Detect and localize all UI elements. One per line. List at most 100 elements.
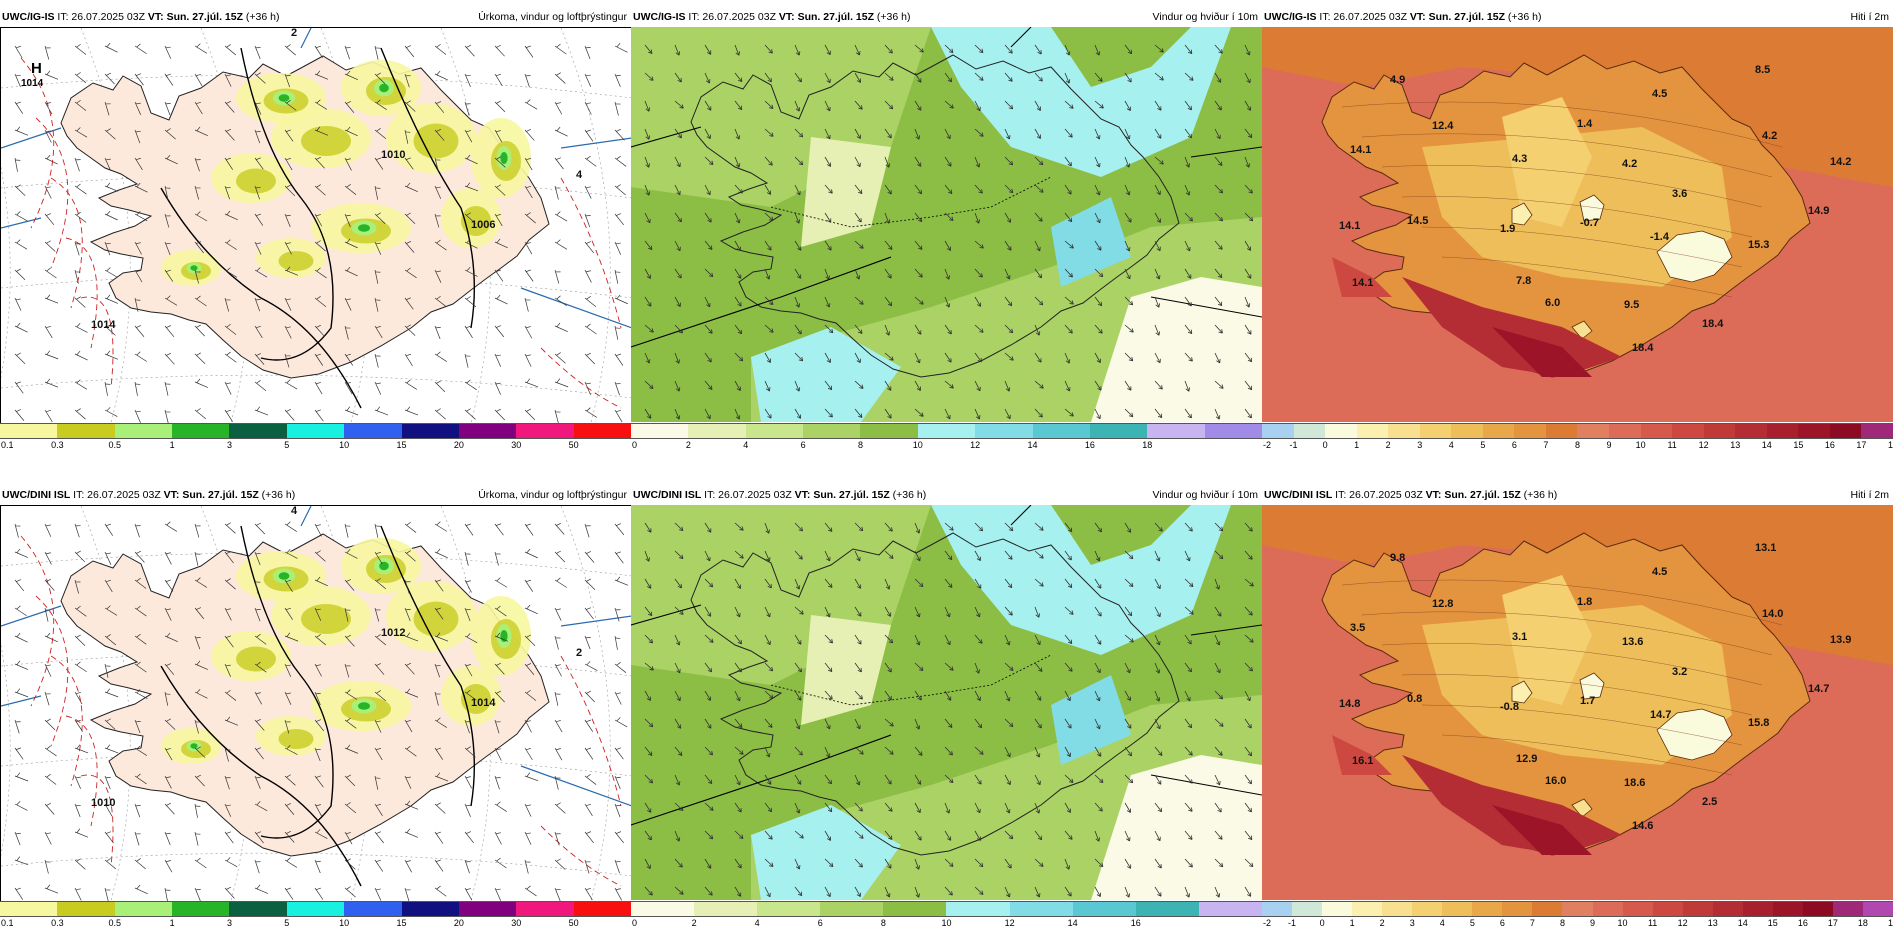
colorbar-swatch <box>1293 424 1326 438</box>
colorbar <box>1262 423 1893 439</box>
temperature-value: 14.1 <box>1350 144 1371 156</box>
colorbar <box>631 901 1262 917</box>
colorbar-tick-label: 4 <box>1439 918 1445 928</box>
map-canvas <box>631 505 1262 900</box>
colorbar-tick-label: 6 <box>1499 918 1505 928</box>
temperature-value: 4.5 <box>1652 88 1667 100</box>
panel-title: Vindur og hviður í 10m <box>1152 489 1258 501</box>
run-info: UWC/IG-IS IT: 26.07.2025 03Z VT: Sun. 27… <box>2 7 280 27</box>
colorbar-ticks: 0 2 4 6 8 10 12 14 16 18 <box>631 439 1262 453</box>
wind-symbols <box>644 44 1254 420</box>
valid-time: VT: Sun. 27.júl. 15Z <box>778 11 875 23</box>
colorbar-swatch <box>573 424 631 438</box>
colorbar-tick-label: 11 <box>1667 440 1677 450</box>
map-canvas: 9.8 13.1 4.5 12.8 1.8 14.0 3.5 3.1 13.6 13.9 3.2 14… <box>1262 505 1893 900</box>
colorbar-tick-label: -2 <box>1263 440 1272 450</box>
map-area[interactable]: 1012 1014 1010 2 4 <box>0 505 631 902</box>
init-time: IT: 26.07.2025 03Z <box>54 11 148 23</box>
colorbar-swatch <box>1292 902 1323 916</box>
colorbar-swatch <box>229 902 287 916</box>
map-area[interactable]: 9.8 13.1 4.5 12.8 1.8 14.0 3.5 3.1 13.6 13.9 3.2 14… <box>1262 505 1893 900</box>
colorbar-swatch <box>1862 902 1893 916</box>
colorbar-tick-label: 13 <box>1707 918 1718 928</box>
colorbar-tick-label: 7 <box>1543 440 1549 450</box>
map-area[interactable] <box>631 27 1262 422</box>
colorbar <box>631 423 1262 439</box>
colorbar-tick-label: 0.5 <box>108 918 121 928</box>
colorbar-tick-label: 4 <box>1448 440 1454 450</box>
model-name: UWC/IG-IS <box>1264 11 1317 23</box>
temperature-value: 2.5 <box>1702 796 1717 808</box>
temperature-value: 3.5 <box>1350 622 1365 634</box>
temperature-value: 3.6 <box>1672 188 1687 200</box>
colorbar-ticks: -2-1012345678910111213141516171819 <box>1262 439 1893 453</box>
colorbar-tick-label: 9 <box>1606 440 1612 450</box>
colorbar-tick-label: -2 <box>1263 918 1272 928</box>
colorbar-swatch <box>1712 902 1743 916</box>
temperature-value: 13.6 <box>1622 636 1643 648</box>
temperature-value: -0.8 <box>1500 701 1519 713</box>
colorbar-swatch <box>946 902 1010 916</box>
colorbar-tick-label: 8 <box>857 440 863 450</box>
colorbar-tick-label: 12 <box>970 440 981 450</box>
colorbar-tick-label: 4 <box>743 440 749 450</box>
temperature-value: 12.9 <box>1516 753 1537 765</box>
map-area[interactable]: 1010 1006 1014 4 2 H 1014 <box>0 27 631 424</box>
wind-symbols <box>14 42 628 423</box>
colorbar-swatch <box>1532 902 1563 916</box>
colorbar-swatch <box>114 902 173 916</box>
colorbar-swatch <box>1861 424 1893 438</box>
run-info: UWC/IG-IS IT: 26.07.2025 03Z VT: Sun. 27… <box>633 7 911 27</box>
colorbar-tick-label: 9 <box>1590 918 1596 928</box>
valid-time: VT: Sun. 27.júl. 15Z <box>794 489 890 501</box>
colorbar-tick-label: 0.3 <box>51 440 64 450</box>
valid-time: VT: Sun. 27.júl. 15Z <box>163 489 259 501</box>
colorbar-tick-label: 6 <box>817 918 823 928</box>
colorbar-swatch <box>1089 424 1148 438</box>
colorbar-swatch <box>1419 424 1452 438</box>
colorbar-tick-label: 5 <box>1469 918 1475 928</box>
colorbar-swatch <box>286 902 345 916</box>
colorbar-tick-label: 14 <box>1067 918 1078 928</box>
colorbar-tick-label: 30 <box>511 440 522 450</box>
colorbar <box>0 901 631 917</box>
colorbar-swatch <box>1472 902 1503 916</box>
panel-title: Hiti í 2m <box>1850 489 1889 501</box>
colorbar-tick-label: 12 <box>1698 440 1709 450</box>
colorbar-tick-label: 6 <box>1511 440 1517 450</box>
temperature-value: 8.5 <box>1755 64 1770 76</box>
valid-time: VT: Sun. 27.júl. 15Z <box>1409 11 1506 23</box>
colorbar-ticks: 0.1 0.3 0.5 1 3 5 10 15 20 30 50 <box>0 917 631 931</box>
map-area[interactable] <box>631 505 1262 900</box>
temperature-value: 14.7 <box>1650 709 1671 721</box>
colorbar-tick-label: 1 <box>1349 918 1355 928</box>
temperature-value: 4.3 <box>1512 153 1527 165</box>
map-panel-wind: UWC/IG-IS IT: 26.07.2025 03Z VT: Sun. 27… <box>631 7 1262 463</box>
colorbar-swatch <box>172 424 230 438</box>
init-time: IT: 26.07.2025 03Z <box>685 11 779 23</box>
temperature-value: 1.8 <box>1577 596 1592 608</box>
colorbar-swatch <box>401 424 459 438</box>
isobar-label: 1014 <box>91 319 116 331</box>
colorbar-swatch <box>0 902 58 916</box>
map-area[interactable]: 4.9 8.5 4.5 12.4 1.4 4.2 14.1 4.3 4.2 14.2 3.6 14.1… <box>1262 27 1893 422</box>
colorbar-swatch <box>1072 902 1136 916</box>
colorbar-swatch <box>1562 902 1593 916</box>
temperature-value: 18.4 <box>1632 342 1654 354</box>
run-info: UWC/IG-IS IT: 26.07.2025 03Z VT: Sun. 27… <box>1264 7 1542 27</box>
temperature-value: 14.5 <box>1407 215 1428 227</box>
colorbar-tick-label: 8 <box>1574 440 1581 450</box>
panel-header: UWC/IG-IS IT: 26.07.2025 03Z VT: Sun. 27… <box>0 7 631 27</box>
colorbar-tick-label: 4 <box>754 918 760 928</box>
colorbar-tick-label: 3 <box>1417 440 1423 450</box>
isobar-label: 1006 <box>471 219 495 231</box>
temperature-value: 3.2 <box>1672 666 1687 678</box>
lead-time: (+36 h) <box>258 489 296 501</box>
colorbar-tick-label: 5 <box>1480 440 1486 450</box>
colorbar-swatch <box>1388 424 1420 438</box>
colorbar-swatch <box>1032 424 1090 438</box>
colorbar-swatch <box>1652 902 1683 916</box>
colorbar-tick-label: 7 <box>1529 918 1535 928</box>
panel-title: Úrkoma, vindur og loftþrýstingur <box>478 11 627 23</box>
